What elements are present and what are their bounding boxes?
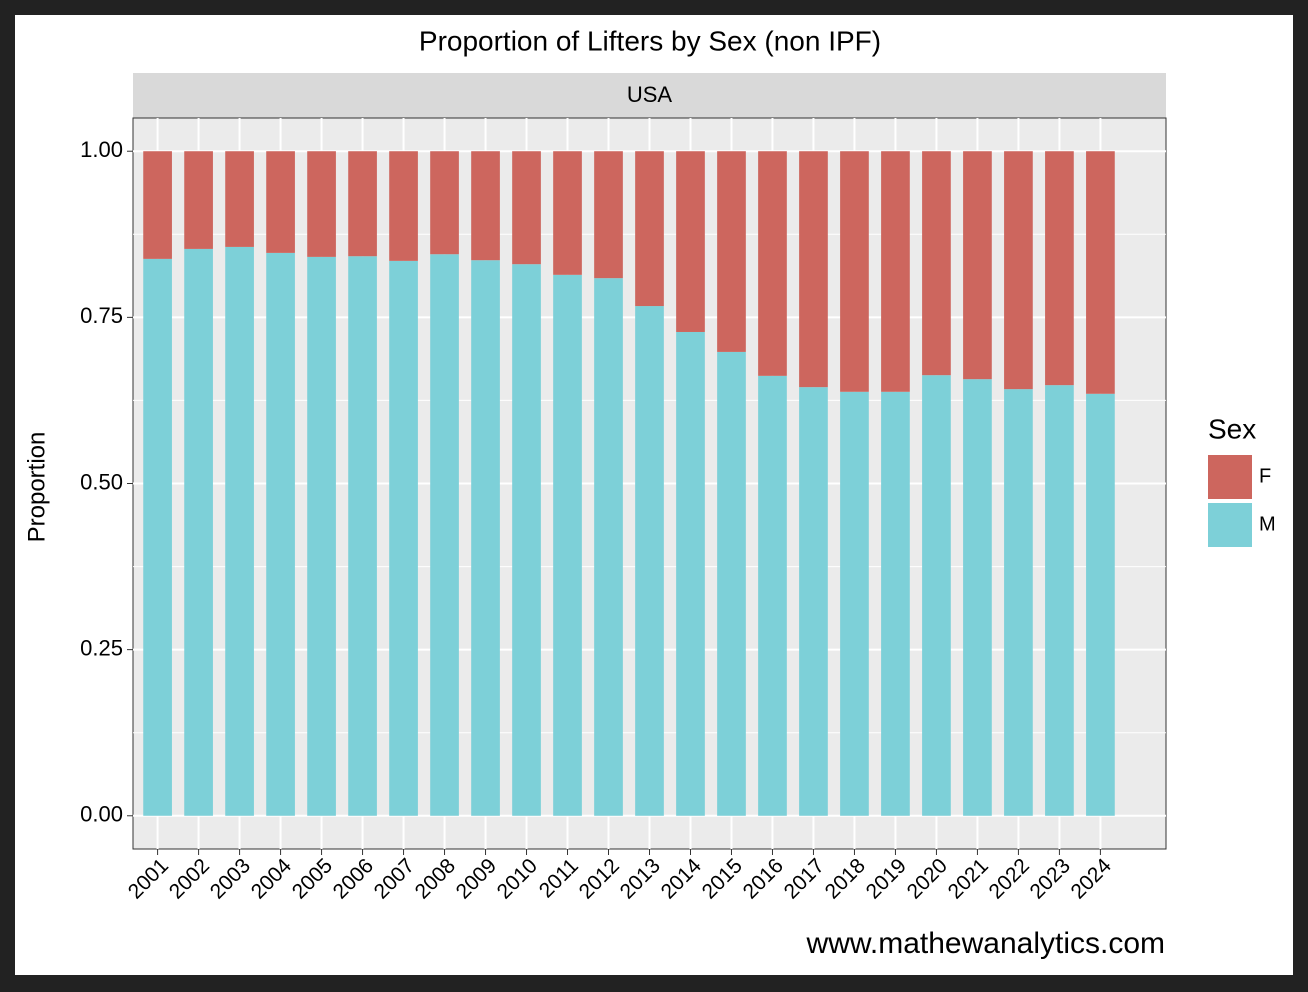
bar-segment — [922, 151, 951, 376]
bar-segment — [881, 151, 910, 392]
bar-segment — [307, 151, 336, 257]
bar-segment — [389, 260, 418, 816]
bar-segment — [348, 256, 377, 816]
bar-segment — [799, 151, 828, 388]
bar-segment — [553, 151, 582, 275]
bar-segment — [963, 151, 992, 380]
bar-segment — [594, 151, 623, 279]
y-tick-label: 0.00 — [80, 802, 123, 827]
y-tick-label: 1.00 — [80, 137, 123, 162]
bar-segment — [840, 151, 869, 392]
bar-segment — [594, 278, 623, 816]
bar-segment — [184, 151, 213, 249]
bar-segment — [840, 391, 869, 816]
bar-segment — [225, 151, 254, 247]
bar-segment — [635, 151, 664, 307]
bar-segment — [758, 151, 787, 376]
bar-segment — [307, 256, 336, 816]
bar-segment — [348, 151, 377, 257]
bar-segment — [184, 248, 213, 816]
bar-segment — [143, 151, 172, 259]
bar-segment — [1004, 389, 1033, 816]
bar-segment — [881, 391, 910, 816]
bar-segment — [266, 252, 295, 816]
bar-segment — [799, 387, 828, 816]
bar-segment — [676, 151, 705, 332]
bar-segment — [717, 351, 746, 816]
legend-label: F — [1259, 465, 1271, 487]
bar-segment — [389, 151, 418, 261]
bar-segment — [266, 151, 295, 253]
caption: www.mathewanalytics.com — [806, 927, 1165, 960]
bar-segment — [1086, 393, 1115, 816]
bar-segment — [1045, 151, 1074, 386]
legend-title: Sex — [1208, 413, 1256, 444]
y-tick-label: 0.25 — [80, 635, 123, 660]
chart-title: Proportion of Lifters by Sex (non IPF) — [419, 25, 881, 56]
bar-segment — [430, 151, 459, 255]
legend-swatch — [1208, 455, 1252, 499]
y-tick-label: 0.75 — [80, 303, 123, 328]
facet-label: USA — [627, 82, 673, 107]
legend-label: M — [1259, 513, 1276, 535]
bar-segment — [963, 379, 992, 816]
bar-segment — [143, 258, 172, 816]
bar-segment — [225, 246, 254, 816]
bar-segment — [717, 151, 746, 352]
y-axis-label: Proportion — [23, 432, 50, 543]
bar-segment — [553, 274, 582, 816]
bar-segment — [676, 331, 705, 816]
y-tick-label: 0.50 — [80, 469, 123, 494]
bar-segment — [512, 264, 541, 816]
bar-segment — [430, 254, 459, 816]
bar-segment — [1045, 385, 1074, 816]
bar-segment — [635, 306, 664, 816]
legend-swatch — [1208, 503, 1252, 547]
bar-segment — [471, 151, 500, 261]
bar-segment — [512, 151, 541, 265]
bar-segment — [471, 260, 500, 816]
bar-segment — [1004, 151, 1033, 390]
bar-segment — [758, 375, 787, 816]
bar-segment — [922, 375, 951, 816]
facet-strip — [133, 73, 1166, 118]
bar-segment — [1086, 151, 1115, 394]
